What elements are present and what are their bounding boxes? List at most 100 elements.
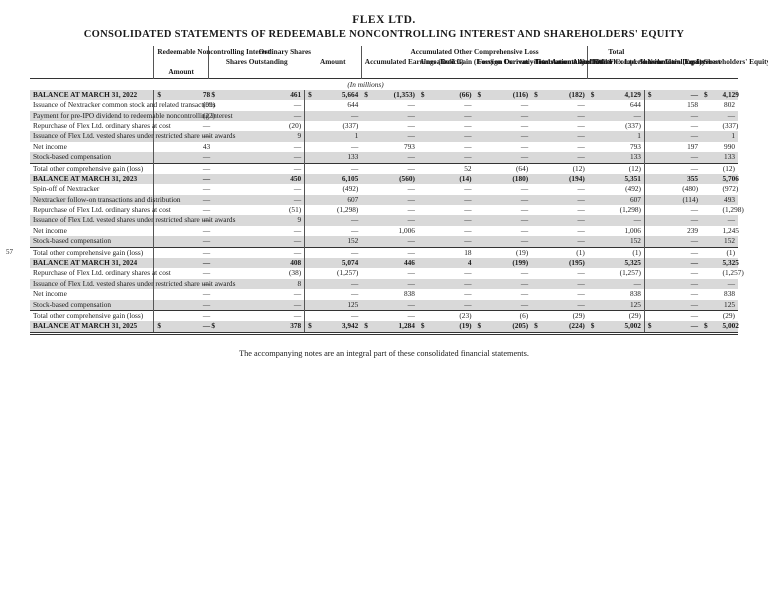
currency-symbol (305, 268, 313, 278)
value-cell: 446 (370, 258, 418, 268)
value-cell: — (257, 300, 305, 311)
value-cell: — (540, 100, 588, 110)
value-cell: — (370, 152, 418, 163)
value-cell: 152 (720, 236, 738, 247)
value-cell: — (257, 111, 305, 121)
value-cell: — (426, 184, 474, 194)
value-cell: — (653, 152, 701, 163)
currency-symbol (644, 195, 652, 205)
value-cell: — (370, 121, 418, 131)
value-cell: (337) (313, 121, 361, 131)
document-page: FLEX LTD. CONSOLIDATED STATEMENTS OF RED… (0, 0, 768, 589)
currency-symbol (475, 247, 483, 258)
col-total-flex-equity: Total Flex Ltd. Shareholders' Equity (588, 57, 645, 67)
value-cell: (51) (257, 205, 305, 215)
value-cell: — (483, 152, 531, 163)
currency-symbol (475, 152, 483, 163)
value-cell: 793 (370, 142, 418, 152)
currency-symbol (208, 226, 256, 236)
currency-symbol (361, 163, 369, 174)
currency-symbol: $ (644, 321, 652, 333)
currency-symbol (701, 100, 719, 110)
value-cell: — (483, 195, 531, 205)
value-cell: — (653, 321, 701, 333)
value-cell: (1) (720, 247, 738, 258)
value-cell: — (257, 310, 305, 321)
currency-symbol (361, 205, 369, 215)
value-cell: — (596, 215, 644, 225)
footnote-text: The accompanying notes are an integral p… (30, 349, 738, 358)
group-header-aoci: Accumulated Other Comprehensive Loss (361, 46, 588, 57)
currency-symbol (154, 258, 200, 268)
value-cell: 4 (426, 258, 474, 268)
currency-symbol: $ (418, 90, 426, 100)
value-cell: — (200, 258, 208, 268)
currency-symbol (418, 226, 426, 236)
currency-symbol (588, 300, 596, 311)
currency-symbol (418, 195, 426, 205)
value-cell: 239 (653, 226, 701, 236)
currency-symbol (418, 121, 426, 131)
line-item-label: Total other comprehensive gain (loss) (30, 247, 154, 258)
currency-symbol (418, 174, 426, 184)
value-cell: — (257, 236, 305, 247)
value-cell: — (426, 300, 474, 311)
value-cell: (480) (653, 184, 701, 194)
value-cell: 644 (313, 100, 361, 110)
value-cell: — (200, 205, 208, 215)
value-cell: (972) (720, 184, 738, 194)
currency-symbol (701, 152, 719, 163)
col-unrealized-gain-loss: Unrealized Gain (Loss) on Derivative Ins… (418, 57, 475, 67)
value-cell: 8 (257, 279, 305, 289)
col-accumulated-earnings: Accumulated Earnings (Deficit) (361, 57, 418, 67)
currency-symbol (531, 163, 539, 174)
currency-symbol (475, 289, 483, 299)
value-cell: — (653, 236, 701, 247)
col-noncontrolling-interest: Noncontrolling Interest (644, 57, 701, 67)
currency-symbol (418, 111, 426, 121)
currency-symbol (644, 100, 652, 110)
value-cell: 133 (720, 152, 738, 163)
currency-symbol: $ (701, 321, 719, 333)
line-item-label: Total other comprehensive gain (loss) (30, 310, 154, 321)
value-cell: — (483, 236, 531, 247)
table-row: Net income — — —1,006— — —1,006 239 1,245 (30, 226, 738, 236)
currency-symbol (588, 152, 596, 163)
currency-symbol (701, 289, 719, 299)
value-cell: — (313, 310, 361, 321)
line-item-label: Payment for pre-IPO dividend to redeemab… (30, 111, 154, 121)
value-cell: (1,298) (596, 205, 644, 215)
value-cell: — (483, 184, 531, 194)
table-row: Net income 43— —793— — —793 197 990 (30, 142, 738, 152)
currency-symbol (305, 163, 313, 174)
currency-symbol (475, 142, 483, 152)
value-cell: — (370, 163, 418, 174)
value-cell: 3,942 (313, 321, 361, 333)
currency-symbol (361, 100, 369, 110)
value-cell: — (426, 111, 474, 121)
value-cell: 43 (200, 142, 208, 152)
currency-symbol (154, 226, 200, 236)
currency-symbol (208, 268, 256, 278)
financial-statement-table: Redeemable Noncontrolling Interest Ordin… (30, 46, 738, 335)
currency-symbol (418, 215, 426, 225)
currency-symbol (361, 289, 369, 299)
value-cell: — (540, 205, 588, 215)
currency-symbol (531, 289, 539, 299)
value-cell: — (200, 152, 208, 163)
value-cell: — (653, 163, 701, 174)
value-cell: (492) (596, 184, 644, 194)
col-shares-outstanding: Shares Outstanding (208, 57, 304, 67)
value-cell: 450 (257, 174, 305, 184)
value-cell: — (426, 289, 474, 299)
value-cell: — (370, 247, 418, 258)
table-row: BALANCE AT MARCH 31, 2025 $ — $378 $3,942 $1,… (30, 321, 738, 333)
table-row: Nextracker follow-on transactions and di… (30, 195, 738, 205)
currency-symbol (305, 279, 313, 289)
group-header-rnci: Redeemable Noncontrolling Interest (154, 46, 209, 57)
currency-symbol (208, 174, 256, 184)
currency-symbol (475, 184, 483, 194)
currency-symbol (588, 111, 596, 121)
currency-symbol (475, 111, 483, 121)
currency-symbol (361, 300, 369, 311)
